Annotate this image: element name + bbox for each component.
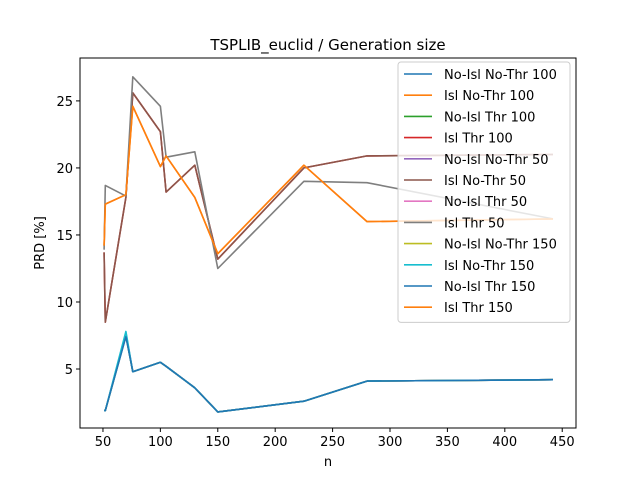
legend-label: Isl Thr 50 [444, 216, 505, 231]
y-tick-label: 10 [56, 296, 73, 311]
x-tick-label: 250 [320, 435, 345, 450]
legend-label: No-Isl Thr 150 [444, 280, 535, 295]
y-axis: 5 10 15 20 25 [56, 95, 80, 378]
plot-frame [79, 57, 577, 429]
y-tick-label: 5 [65, 363, 73, 378]
legend-label: No-Isl No-Thr 150 [444, 238, 557, 253]
legend-label: Isl Thr 150 [444, 301, 513, 316]
y-tick-label: 15 [56, 229, 73, 244]
x-tick-label: 50 [95, 435, 112, 450]
legend-label: Isl Thr 100 [444, 132, 513, 147]
legend-label: Isl No-Thr 100 [444, 89, 534, 104]
x-tick-label: 300 [378, 435, 403, 450]
legend-label: No-Isl Thr 100 [444, 110, 535, 125]
legend-label: Isl No-Thr 150 [444, 259, 534, 274]
series-line-no-isl-no-thr-50 [104, 333, 554, 413]
x-tick-label: 200 [263, 435, 288, 450]
series-line-isl-no-thr-150 [104, 330, 554, 413]
legend-label: Isl No-Thr 50 [444, 174, 526, 189]
x-tick-label: 400 [492, 435, 517, 450]
series-line-no-isl-thr-100 [104, 334, 554, 413]
series-line-isl-no-thr-50 [103, 92, 554, 323]
y-axis-title: PRD [%] [33, 216, 48, 270]
series-line-no-isl-thr-150 [104, 335, 554, 413]
x-axis: 50 100 150 200 250 300 350 400 450 [95, 428, 575, 450]
legend-label: No-Isl No-Thr 50 [444, 153, 549, 168]
legend-label: No-Isl Thr 50 [444, 195, 527, 210]
series-layer [103, 76, 554, 413]
legend-label: No-Isl No-Thr 100 [444, 68, 557, 83]
x-tick-label: 100 [148, 435, 173, 450]
y-tick-label: 20 [56, 162, 73, 177]
series-line-no-isl-no-thr-100 [104, 334, 554, 413]
x-axis-title: n [324, 455, 332, 470]
x-tick-label: 450 [550, 435, 575, 450]
series-line-no-isl-thr-50 [104, 331, 554, 413]
series-line-isl-thr-150 [103, 105, 554, 255]
chart-title: TSPLIB_euclid / Generation size [209, 36, 445, 55]
x-tick-label: 350 [435, 435, 460, 450]
legend: No-Isl No-Thr 100 Isl No-Thr 100 No-Isl Th… [397, 61, 571, 323]
x-tick-label: 150 [205, 435, 230, 450]
legend-box [397, 61, 571, 323]
y-tick-label: 25 [56, 95, 73, 110]
series-line-no-isl-no-thr-150 [104, 334, 554, 413]
